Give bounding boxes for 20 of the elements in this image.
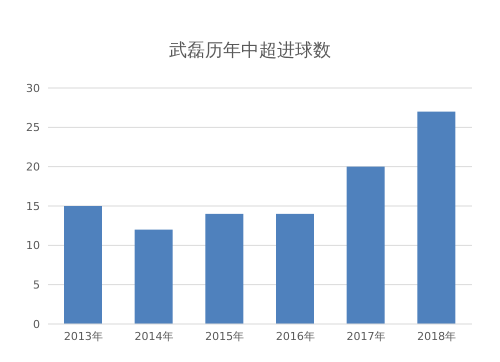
bar (417, 112, 456, 324)
x-tick-label: 2015年 (205, 330, 244, 343)
y-tick-label: 10 (26, 239, 40, 252)
y-tick-label: 20 (26, 160, 40, 174)
bar (346, 166, 385, 324)
x-tick-label: 2017年 (346, 330, 386, 343)
bar (205, 214, 244, 324)
y-tick-label: 30 (26, 82, 40, 95)
bar (276, 214, 314, 324)
y-tick-label: 0 (33, 318, 40, 331)
y-tick-label: 25 (26, 121, 40, 134)
chart-title: 武磊历年中超进球数 (168, 39, 332, 63)
x-tick-label: 2018年 (417, 330, 456, 343)
y-tick-label: 5 (33, 278, 40, 292)
x-tick-label: 2016年 (276, 330, 315, 343)
x-tick-label: 2013年 (64, 330, 103, 343)
x-tick-label: 2014年 (134, 330, 174, 343)
bar (64, 206, 102, 324)
bar (134, 230, 173, 324)
y-tick-label: 15 (26, 200, 40, 213)
